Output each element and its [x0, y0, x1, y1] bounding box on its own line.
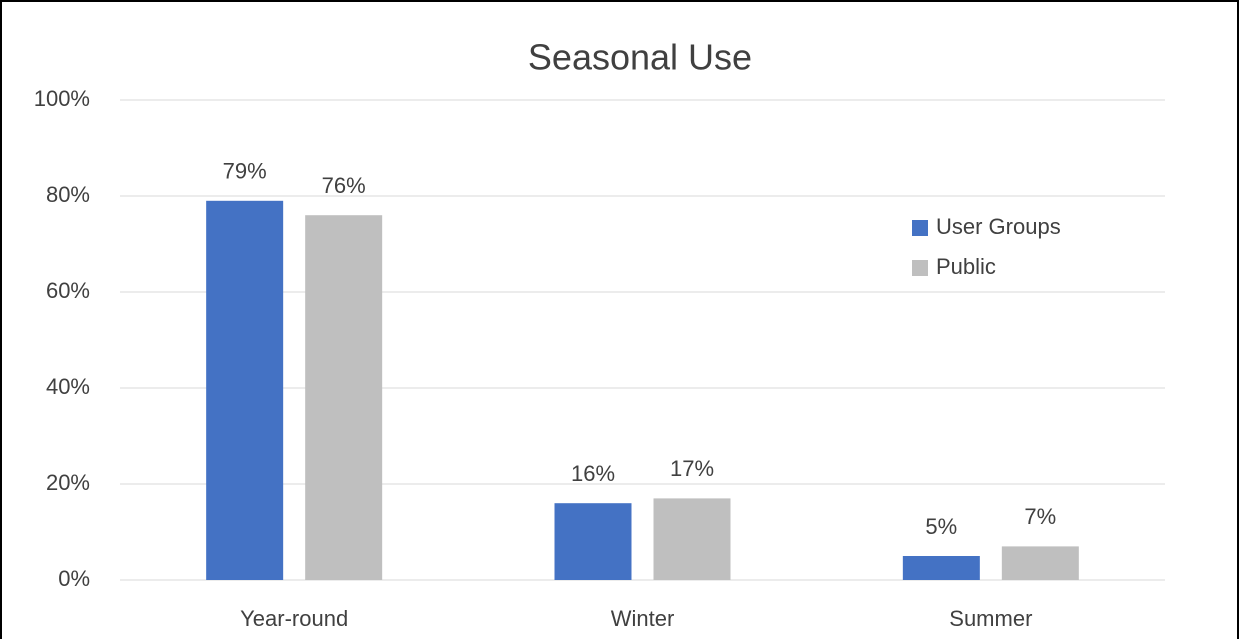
chart-title: Seasonal Use — [528, 37, 752, 78]
legend-label: User Groups — [936, 214, 1061, 239]
bar — [653, 498, 731, 580]
y-tick-label: 20% — [46, 470, 90, 495]
bar — [206, 200, 284, 581]
bar — [554, 503, 632, 580]
bar — [902, 556, 980, 580]
x-tick-label: Year-round — [240, 606, 348, 631]
legend-label: Public — [936, 254, 996, 279]
x-tick-label: Summer — [949, 606, 1032, 631]
y-tick-label: 40% — [46, 374, 90, 399]
bar — [1001, 546, 1079, 580]
bar — [305, 215, 383, 580]
data-label: 16% — [571, 461, 615, 486]
data-label: 76% — [322, 173, 366, 198]
y-tick-label: 60% — [46, 278, 90, 303]
data-label: 5% — [925, 514, 957, 539]
legend-swatch — [912, 220, 928, 236]
y-tick-label: 0% — [58, 566, 90, 591]
x-tick-label: Winter — [611, 606, 675, 631]
y-tick-label: 100% — [34, 86, 90, 111]
data-label: 17% — [670, 456, 714, 481]
y-tick-label: 80% — [46, 182, 90, 207]
data-label: 7% — [1024, 504, 1056, 529]
data-label: 79% — [223, 159, 267, 184]
legend-swatch — [912, 260, 928, 276]
